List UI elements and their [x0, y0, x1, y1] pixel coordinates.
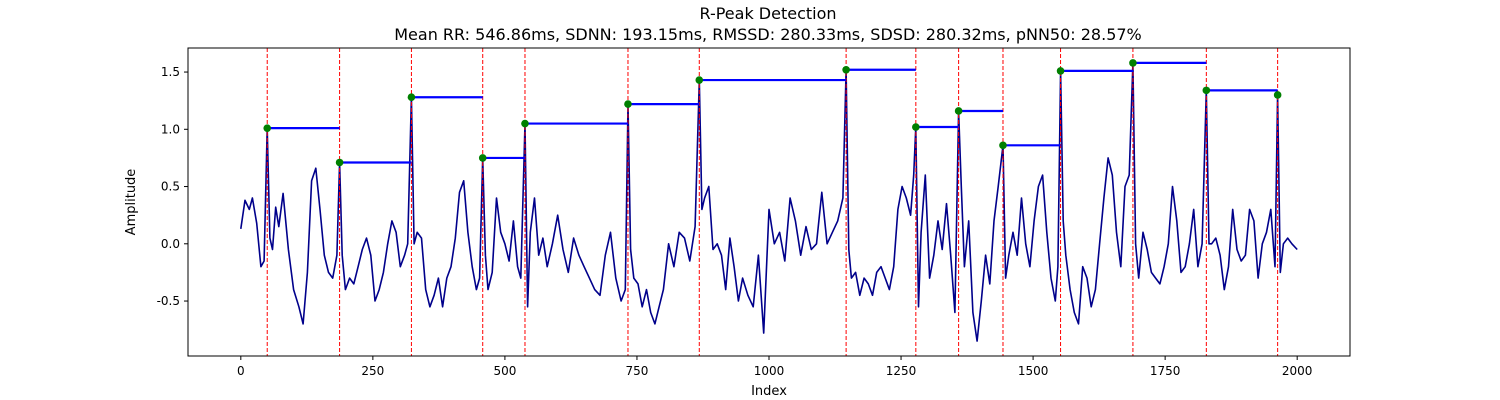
plot-frame [187, 47, 1351, 357]
x-tick-label-4: 1000 [754, 364, 785, 378]
peak-marker-1 [335, 158, 344, 167]
chart-subtitle: Mean RR: 546.86ms, SDNN: 193.15ms, RMSSD… [394, 25, 1142, 44]
x-tick-label-1: 250 [361, 364, 384, 378]
peak-marker-7 [842, 65, 850, 74]
ecg-signal-line [240, 62, 1298, 342]
x-tick-label-3: 750 [626, 364, 649, 378]
peak-marker-6 [695, 76, 704, 84]
peak-marker-8 [912, 123, 920, 131]
x-tick-label-7: 1750 [1150, 364, 1181, 378]
peak-marker-4 [521, 119, 529, 128]
y-tick-label-1: 0.0 [161, 237, 180, 251]
peak-marker-11 [1056, 67, 1065, 75]
x-tick-label-6: 1500 [1018, 364, 1049, 378]
y-tick-label-0: -0.5 [157, 294, 180, 308]
plot-area [240, 48, 1298, 356]
y-tick-label-3: 1.0 [161, 122, 180, 136]
y-tick-label-2: 0.5 [161, 180, 180, 194]
y-axis-ticks: -0.5 0.0 0.5 1.0 1.5 [157, 65, 188, 308]
x-axis-ticks: 0 250 500 750 1000 1250 1500 1750 2000 [237, 356, 1312, 378]
x-tick-label-0: 0 [237, 364, 245, 378]
x-axis-label: Index [751, 384, 787, 399]
peak-marker-12 [1129, 59, 1137, 67]
peak-marker-10 [999, 141, 1007, 150]
x-tick-label-5: 1250 [886, 364, 917, 378]
chart-title: R-Peak Detection [699, 4, 836, 23]
y-tick-label-4: 1.5 [161, 65, 180, 79]
y-axis-label: Amplitude [124, 169, 139, 236]
peak-marker-0 [263, 124, 272, 132]
x-tick-label-2: 500 [493, 364, 516, 378]
peak-marker-3 [478, 154, 487, 162]
peak-marker-5 [624, 100, 632, 108]
peak-marker-9 [954, 107, 963, 115]
peak-marker-13 [1202, 86, 1211, 95]
x-tick-label-8: 2000 [1282, 364, 1313, 378]
peak-marker-2 [407, 93, 416, 102]
peak-marker-14 [1273, 91, 1282, 99]
